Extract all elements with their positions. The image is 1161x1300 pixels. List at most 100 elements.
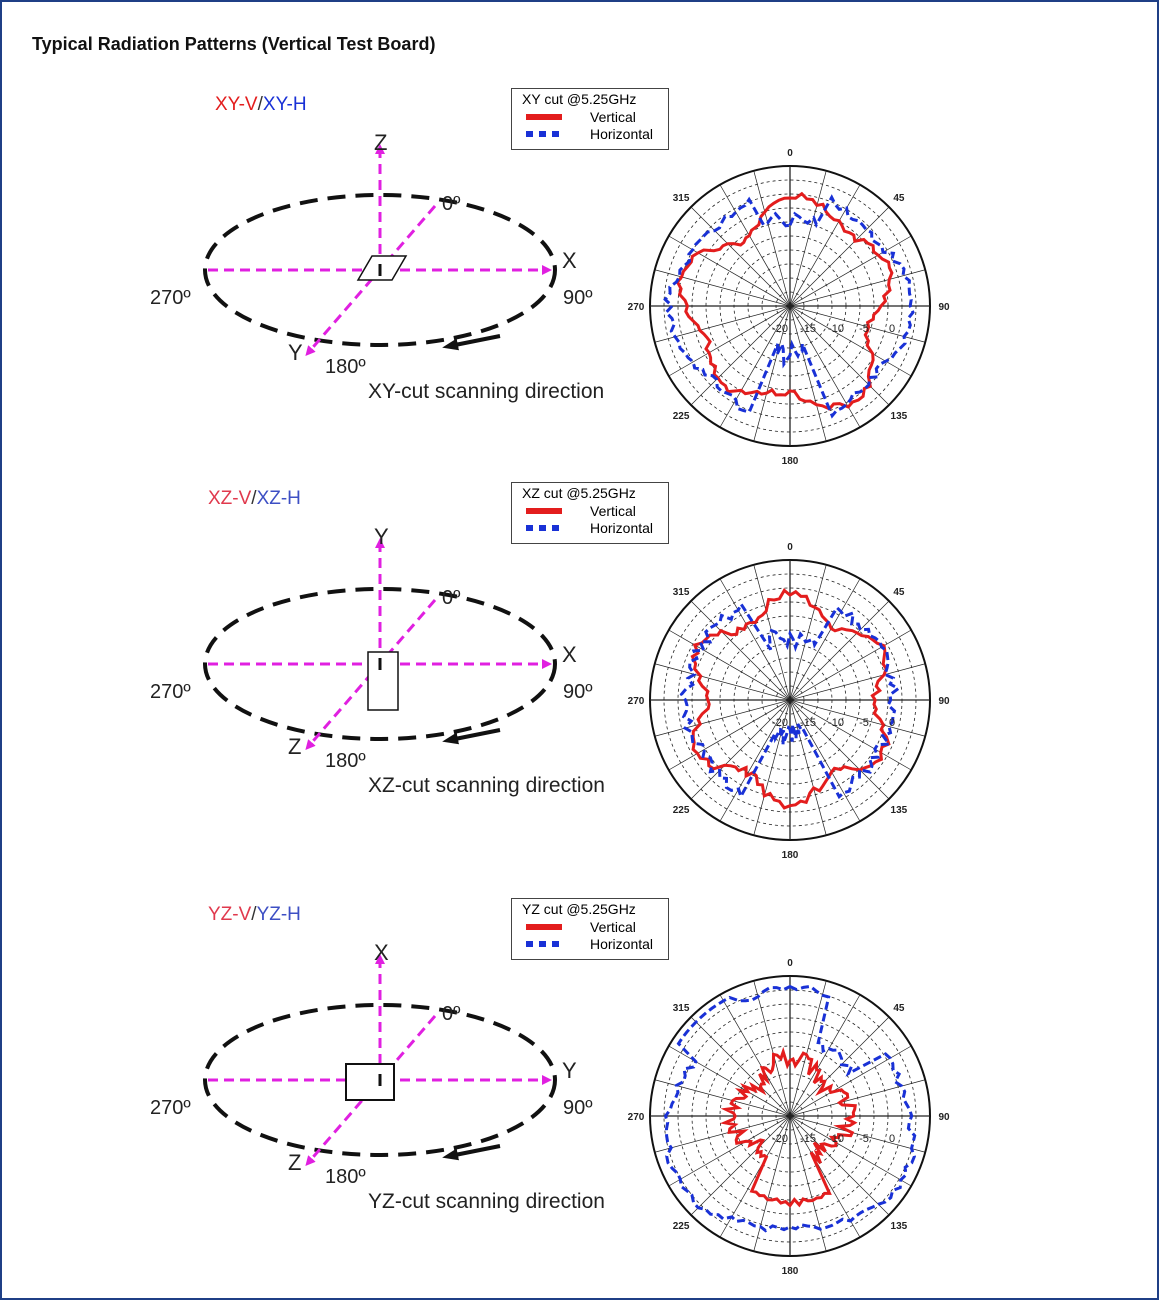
polar-radial-label: -10 bbox=[828, 323, 844, 335]
polarization-horizontal-label: XZ-H bbox=[256, 488, 301, 509]
polar-angle-label-225: 225 bbox=[673, 805, 690, 816]
polarization-vertical-label: XY-V bbox=[215, 94, 258, 115]
angle-180-label: 180º bbox=[325, 356, 366, 378]
scan-direction-text: XY-cut scanning direction bbox=[368, 380, 604, 403]
legend-horizontal-swatch bbox=[526, 525, 562, 531]
scan-direction-arrow bbox=[442, 728, 501, 745]
legend-vertical-swatch bbox=[526, 924, 562, 930]
horizontal-polarization-trace bbox=[663, 984, 917, 1233]
angle-90-label: 90º bbox=[563, 287, 593, 309]
legend-horizontal-row: Horizontal bbox=[524, 520, 664, 536]
polar-radial-label: -15 bbox=[800, 717, 816, 729]
polarization-separator: / bbox=[251, 904, 257, 925]
diagonal-axis-label: Z bbox=[288, 734, 301, 759]
legend-horizontal-label: Horizontal bbox=[590, 520, 654, 536]
legend-horizontal-label: Horizontal bbox=[590, 126, 654, 142]
polar-angle-label-0: 0 bbox=[787, 542, 793, 553]
vertical-polarization-trace bbox=[675, 191, 894, 411]
test-board-shape bbox=[356, 255, 408, 281]
legend-horizontal-swatch bbox=[526, 941, 562, 947]
vertical-axis-label: Y bbox=[374, 524, 389, 549]
polar-radial-label: -10 bbox=[828, 717, 844, 729]
legend-vertical-row: Vertical bbox=[524, 503, 664, 519]
scan-ellipse bbox=[203, 193, 557, 347]
right-axis-label: X bbox=[562, 642, 577, 667]
polar-angle-label-270: 270 bbox=[628, 1112, 645, 1123]
radiation-panel-yz: YZ-V/YZ-H X Y Z 0º 90º 270º 180º YZ-cut scanning… bbox=[0, 898, 1161, 1298]
angle-0-label: 0º bbox=[442, 587, 461, 609]
polar-angle-label-180: 180 bbox=[782, 850, 799, 861]
polarization-vertical-label: YZ-V bbox=[208, 904, 252, 925]
polar-angle-label-225: 225 bbox=[673, 1221, 690, 1232]
polar-angle-label-315: 315 bbox=[673, 587, 690, 598]
test-board-shape bbox=[367, 651, 399, 711]
legend: YZ cut @5.25GHz Vertical Horizontal bbox=[511, 898, 669, 960]
polarization-horizontal-label: XY-H bbox=[262, 94, 307, 115]
polar-radial-label: 0 bbox=[889, 717, 895, 729]
polar-radial-label: -15 bbox=[800, 1133, 816, 1145]
polar-angle-label-90: 90 bbox=[938, 1112, 950, 1123]
legend-vertical-label: Vertical bbox=[590, 109, 636, 125]
polar-angle-label-270: 270 bbox=[628, 696, 645, 707]
polar-angle-label-0: 0 bbox=[787, 148, 793, 159]
legend-horizontal-label: Horizontal bbox=[590, 936, 654, 952]
vertical-axis-label: Z bbox=[374, 130, 387, 155]
legend-vertical-row: Vertical bbox=[524, 919, 664, 935]
angle-0-label: 0º bbox=[442, 1003, 461, 1025]
right-axis-label: X bbox=[562, 248, 577, 273]
legend-horizontal-row: Horizontal bbox=[524, 126, 664, 142]
polar-angle-label-45: 45 bbox=[893, 193, 905, 204]
polar-angle-label-45: 45 bbox=[893, 587, 905, 598]
scan-direction-text: XZ-cut scanning direction bbox=[368, 774, 605, 797]
polar-radial-label: -5 bbox=[859, 1133, 869, 1145]
radiation-panel-xz: XZ-V/XZ-H Y X Z 0º 90º 270º 180º XZ-cut scanning… bbox=[0, 482, 1161, 882]
polar-radial-label: -20 bbox=[772, 323, 788, 335]
polarization-label: XY-V/XY-H bbox=[215, 94, 307, 116]
vertical-polarization-trace bbox=[690, 588, 891, 810]
vertical-axis-label: X bbox=[374, 940, 389, 965]
polarization-separator: / bbox=[251, 488, 257, 509]
polar-radial-label: -20 bbox=[772, 717, 788, 729]
legend: XY cut @5.25GHz Vertical Horizontal bbox=[511, 88, 669, 150]
scan-direction-text: YZ-cut scanning direction bbox=[368, 1190, 605, 1213]
polar-angle-label-45: 45 bbox=[893, 1003, 905, 1014]
legend: XZ cut @5.25GHz Vertical Horizontal bbox=[511, 482, 669, 544]
polar-angle-label-180: 180 bbox=[782, 456, 799, 467]
polar-radial-label: -5 bbox=[859, 323, 869, 335]
horizontal-polarization-trace bbox=[663, 194, 915, 419]
angle-270-label: 270º bbox=[150, 1097, 191, 1119]
polar-plot: 0 45 90 135 180 225 270 315 -20 -15 -10 -5 0 bbox=[628, 542, 950, 861]
legend-title: XZ cut @5.25GHz bbox=[522, 485, 636, 501]
polar-angle-label-315: 315 bbox=[673, 193, 690, 204]
scan-ellipse bbox=[203, 587, 557, 741]
polarization-vertical-label: XZ-V bbox=[208, 488, 252, 509]
angle-180-label: 180º bbox=[325, 1166, 366, 1188]
legend-vertical-row: Vertical bbox=[524, 109, 664, 125]
legend-vertical-label: Vertical bbox=[590, 503, 636, 519]
scan-direction-arrow bbox=[442, 1144, 501, 1161]
angle-180-label: 180º bbox=[325, 750, 366, 772]
legend-vertical-swatch bbox=[526, 114, 562, 120]
polar-radial-label: 0 bbox=[889, 323, 895, 335]
angle-90-label: 90º bbox=[563, 681, 593, 703]
scan-direction-arrow bbox=[442, 334, 501, 351]
polar-radial-label: 0 bbox=[889, 1133, 895, 1145]
polar-radial-label: -10 bbox=[828, 1133, 844, 1145]
polar-angle-label-135: 135 bbox=[891, 411, 908, 422]
polar-angle-label-270: 270 bbox=[628, 302, 645, 313]
polar-spoke bbox=[753, 170, 827, 442]
scan-ellipse bbox=[203, 1003, 557, 1157]
test-board-shape bbox=[345, 1063, 395, 1101]
angle-270-label: 270º bbox=[150, 681, 191, 703]
polar-angle-label-315: 315 bbox=[673, 1003, 690, 1014]
angle-0-label: 0º bbox=[442, 193, 461, 215]
polarization-label: XZ-V/XZ-H bbox=[208, 488, 301, 510]
polar-plot: 0 45 90 135 180 225 270 315 -20 -15 -10 -5 0 bbox=[628, 148, 950, 467]
vertical-polarization-trace bbox=[719, 1046, 858, 1208]
legend-title: XY cut @5.25GHz bbox=[522, 91, 637, 107]
polar-angle-label-0: 0 bbox=[787, 958, 793, 969]
legend-vertical-label: Vertical bbox=[590, 919, 636, 935]
